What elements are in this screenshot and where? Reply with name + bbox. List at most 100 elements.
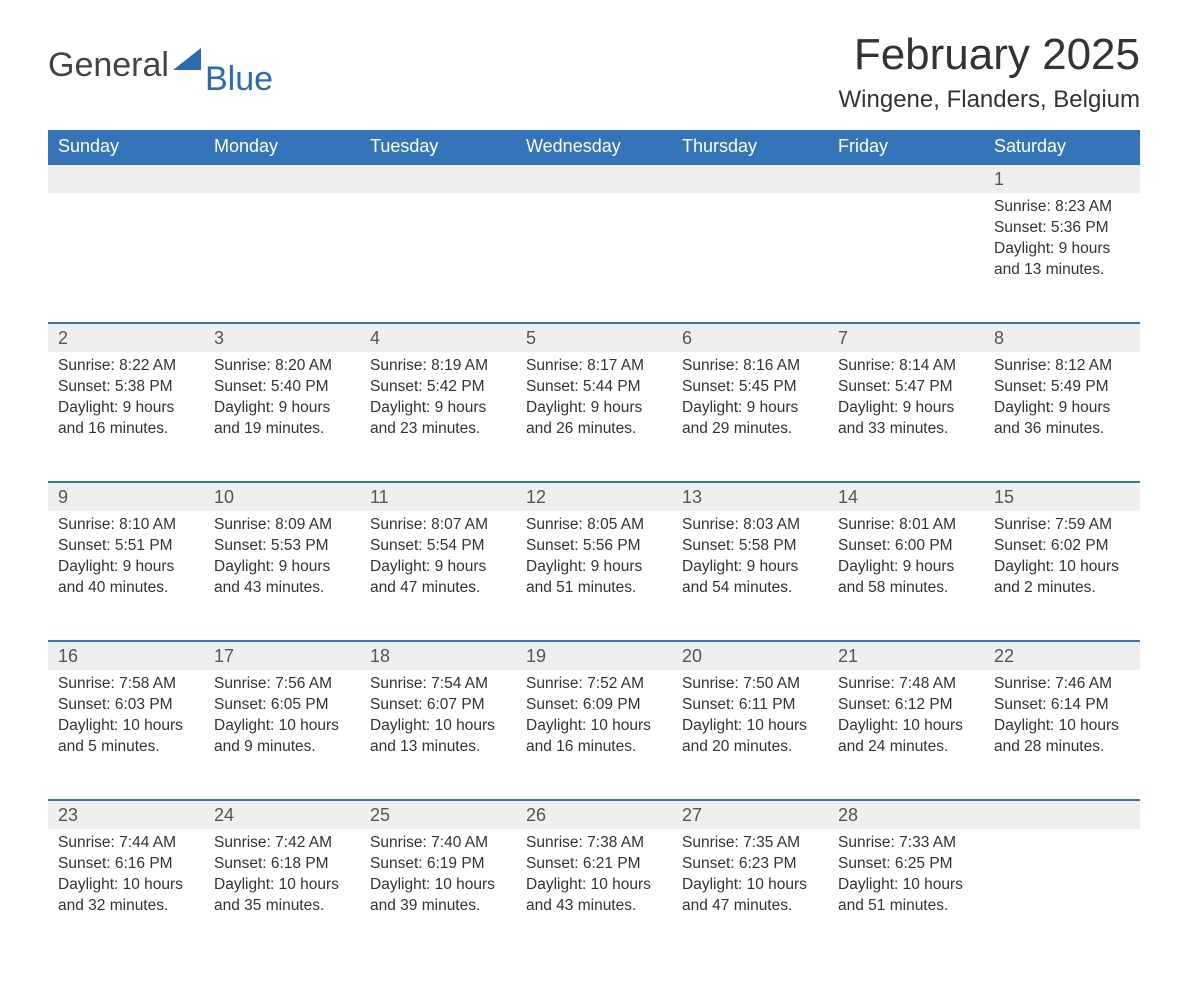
sunset: Sunset: 6:16 PM <box>58 854 194 875</box>
daylight-line1: Daylight: 9 hours <box>526 557 662 578</box>
sunset: Sunset: 6:02 PM <box>994 536 1130 557</box>
weekday-header: Wednesday <box>516 130 672 164</box>
day-cell: Sunrise: 8:03 AMSunset: 5:58 PMDaylight:… <box>672 511 828 641</box>
day-number: 10 <box>204 482 360 511</box>
week-number-row: 2345678 <box>48 323 1140 352</box>
day-cell <box>204 193 360 323</box>
sunrise: Sunrise: 8:10 AM <box>58 515 194 536</box>
day-number: 6 <box>672 323 828 352</box>
sunrise: Sunrise: 7:42 AM <box>214 833 350 854</box>
sunrise: Sunrise: 7:40 AM <box>370 833 506 854</box>
daylight-line2: and 47 minutes. <box>370 578 506 599</box>
day-number: 17 <box>204 641 360 670</box>
daylight-line1: Daylight: 9 hours <box>682 398 818 419</box>
day-number: 27 <box>672 800 828 829</box>
weekday-header-row: Sunday Monday Tuesday Wednesday Thursday… <box>48 130 1140 164</box>
sunrise: Sunrise: 8:09 AM <box>214 515 350 536</box>
logo-text-blue: Blue <box>205 62 273 96</box>
daylight-line2: and 2 minutes. <box>994 578 1130 599</box>
sunset: Sunset: 5:49 PM <box>994 377 1130 398</box>
sunrise: Sunrise: 7:46 AM <box>994 674 1130 695</box>
daylight-line1: Daylight: 9 hours <box>838 557 974 578</box>
daylight-line1: Daylight: 10 hours <box>526 875 662 896</box>
daylight-line2: and 16 minutes. <box>526 737 662 758</box>
week-data-row: Sunrise: 8:23 AMSunset: 5:36 PMDaylight:… <box>48 193 1140 323</box>
day-cell: Sunrise: 8:17 AMSunset: 5:44 PMDaylight:… <box>516 352 672 482</box>
daylight-line1: Daylight: 9 hours <box>214 557 350 578</box>
daylight-line2: and 13 minutes. <box>994 260 1130 281</box>
week-number-row: 16171819202122 <box>48 641 1140 670</box>
week-data-row: Sunrise: 7:58 AMSunset: 6:03 PMDaylight:… <box>48 670 1140 800</box>
calendar-table: Sunday Monday Tuesday Wednesday Thursday… <box>48 130 1140 958</box>
sunrise: Sunrise: 8:23 AM <box>994 197 1130 218</box>
day-number: 4 <box>360 323 516 352</box>
location: Wingene, Flanders, Belgium <box>839 86 1140 114</box>
daylight-line2: and 19 minutes. <box>214 419 350 440</box>
day-cell: Sunrise: 7:50 AMSunset: 6:11 PMDaylight:… <box>672 670 828 800</box>
daylight-line2: and 54 minutes. <box>682 578 818 599</box>
sunset: Sunset: 6:05 PM <box>214 695 350 716</box>
sunset: Sunset: 5:36 PM <box>994 218 1130 239</box>
day-number <box>360 164 516 193</box>
day-cell: Sunrise: 7:44 AMSunset: 6:16 PMDaylight:… <box>48 829 204 958</box>
week-number-row: 232425262728 <box>48 800 1140 829</box>
daylight-line2: and 36 minutes. <box>994 419 1130 440</box>
logo-icon <box>173 42 201 76</box>
sunrise: Sunrise: 7:48 AM <box>838 674 974 695</box>
day-number: 13 <box>672 482 828 511</box>
sunrise: Sunrise: 7:35 AM <box>682 833 818 854</box>
weekday-header: Saturday <box>984 130 1140 164</box>
daylight-line2: and 35 minutes. <box>214 896 350 917</box>
day-number: 18 <box>360 641 516 670</box>
sunset: Sunset: 6:14 PM <box>994 695 1130 716</box>
day-cell: Sunrise: 7:52 AMSunset: 6:09 PMDaylight:… <box>516 670 672 800</box>
day-number: 12 <box>516 482 672 511</box>
sunset: Sunset: 6:00 PM <box>838 536 974 557</box>
sunrise: Sunrise: 8:22 AM <box>58 356 194 377</box>
day-number: 14 <box>828 482 984 511</box>
day-cell <box>984 829 1140 958</box>
day-number: 26 <box>516 800 672 829</box>
sunset: Sunset: 6:12 PM <box>838 695 974 716</box>
daylight-line1: Daylight: 9 hours <box>838 398 974 419</box>
daylight-line1: Daylight: 10 hours <box>214 716 350 737</box>
sunrise: Sunrise: 8:16 AM <box>682 356 818 377</box>
day-cell <box>48 193 204 323</box>
daylight-line1: Daylight: 9 hours <box>58 398 194 419</box>
day-cell: Sunrise: 7:46 AMSunset: 6:14 PMDaylight:… <box>984 670 1140 800</box>
day-number: 3 <box>204 323 360 352</box>
daylight-line1: Daylight: 10 hours <box>370 875 506 896</box>
sunset: Sunset: 6:03 PM <box>58 695 194 716</box>
daylight-line2: and 43 minutes. <box>526 896 662 917</box>
day-cell: Sunrise: 7:54 AMSunset: 6:07 PMDaylight:… <box>360 670 516 800</box>
sunset: Sunset: 5:53 PM <box>214 536 350 557</box>
day-cell: Sunrise: 7:33 AMSunset: 6:25 PMDaylight:… <box>828 829 984 958</box>
page-header: General Blue February 2025 Wingene, Flan… <box>48 30 1140 124</box>
daylight-line2: and 40 minutes. <box>58 578 194 599</box>
day-number: 28 <box>828 800 984 829</box>
week-data-row: Sunrise: 8:22 AMSunset: 5:38 PMDaylight:… <box>48 352 1140 482</box>
day-number <box>984 800 1140 829</box>
week-number-row: 9101112131415 <box>48 482 1140 511</box>
day-number <box>828 164 984 193</box>
day-cell: Sunrise: 8:16 AMSunset: 5:45 PMDaylight:… <box>672 352 828 482</box>
weekday-header: Friday <box>828 130 984 164</box>
week-data-row: Sunrise: 8:10 AMSunset: 5:51 PMDaylight:… <box>48 511 1140 641</box>
day-number: 23 <box>48 800 204 829</box>
daylight-line2: and 26 minutes. <box>526 419 662 440</box>
weekday-header: Thursday <box>672 130 828 164</box>
daylight-line1: Daylight: 10 hours <box>994 557 1130 578</box>
day-number: 22 <box>984 641 1140 670</box>
daylight-line2: and 51 minutes. <box>526 578 662 599</box>
sunrise: Sunrise: 8:03 AM <box>682 515 818 536</box>
day-number: 1 <box>984 164 1140 193</box>
day-number: 11 <box>360 482 516 511</box>
sunset: Sunset: 6:07 PM <box>370 695 506 716</box>
day-number: 21 <box>828 641 984 670</box>
day-number: 20 <box>672 641 828 670</box>
sunset: Sunset: 6:11 PM <box>682 695 818 716</box>
daylight-line2: and 16 minutes. <box>58 419 194 440</box>
day-cell: Sunrise: 8:12 AMSunset: 5:49 PMDaylight:… <box>984 352 1140 482</box>
day-number: 25 <box>360 800 516 829</box>
sunset: Sunset: 5:44 PM <box>526 377 662 398</box>
